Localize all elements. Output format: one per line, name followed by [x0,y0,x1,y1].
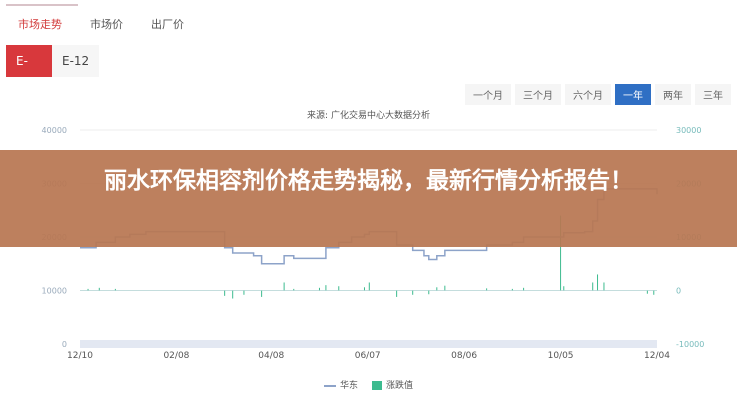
range-2y[interactable]: 两年 [655,84,691,105]
bar [87,288,89,291]
bar [560,215,562,291]
market-tabs: 市场走势 市场价 出厂价 [18,16,184,32]
x-tick: 06/07 [355,351,381,361]
product-tabs: E-51 E-12 [6,45,100,100]
y-right-tick: -10000 [676,340,704,349]
legend-item-line[interactable]: 华东 [323,378,358,391]
legend-label: 涨跌值 [386,381,414,391]
article-title-banner: 丽水环保相容剂价格走势揭秘，最新行情分析报告！ [0,150,737,247]
bar [232,290,234,299]
x-tick: 12/10 [67,351,93,361]
bar [98,287,100,291]
bar [646,290,648,294]
chart-legend: 华东 涨跌值 [0,378,737,391]
bar [428,290,430,295]
bar [412,290,414,295]
bar [603,282,605,291]
bar [325,285,327,291]
tab-factory-price[interactable]: 出厂价 [151,18,184,31]
range-1y[interactable]: 一年 [615,84,651,105]
bar [338,286,340,291]
legend-line-swatch [323,384,336,387]
legend-label: 华东 [339,381,358,391]
bar [396,290,398,297]
zoom-slider [80,340,657,348]
tab-market-trend[interactable]: 市场走势 [18,18,62,31]
bar [563,286,565,291]
x-tick: 02/08 [163,351,189,361]
y-left-tick: 40000 [42,126,67,135]
range-1m[interactable]: 一个月 [465,84,511,105]
y-left-tick: 10000 [42,287,67,296]
range-3m[interactable]: 三个月 [515,84,561,105]
bar [511,288,513,291]
x-tick: 08/06 [451,351,477,361]
range-selector: 一个月 三个月 六个月 一年 两年 三年 [465,84,731,105]
range-3y[interactable]: 三年 [695,84,731,105]
bar [293,288,295,291]
bar [224,290,226,296]
tab-indicator [6,4,78,6]
bar [261,290,263,297]
y-right-tick: 0 [676,287,681,296]
tab-market-price[interactable]: 市场价 [90,18,123,31]
bar [243,290,245,295]
x-tick: 04/08 [258,351,284,361]
bar [363,287,365,291]
y-left-tick: 0 [62,340,67,349]
range-6m[interactable]: 六个月 [565,84,611,105]
bar [283,282,285,291]
x-tick: 10/05 [548,351,574,361]
bar [436,287,438,291]
bar [523,287,525,291]
bar [114,288,116,291]
bar [318,287,320,291]
chart-source: 来源: 广化交易中心大数据分析 [307,111,430,121]
product-e51[interactable]: E-51 [6,45,52,100]
bar [444,285,446,291]
bar [486,288,488,291]
bar [368,282,370,291]
legend-item-bar[interactable]: 涨跌值 [372,378,413,391]
bar [592,282,594,291]
bar [597,274,599,291]
product-e12[interactable]: E-12 [52,45,100,77]
bar [653,290,655,295]
y-right-tick: 30000 [676,126,701,135]
x-tick: 12/04 [644,351,670,361]
legend-bar-swatch [372,381,382,390]
